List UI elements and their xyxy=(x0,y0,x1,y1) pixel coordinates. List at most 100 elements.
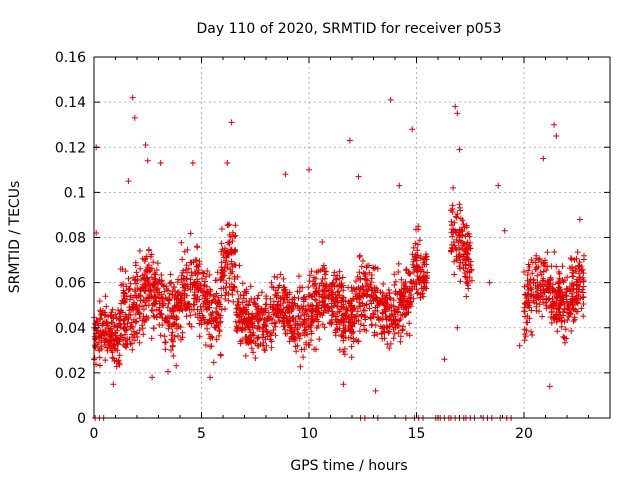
data-point xyxy=(129,346,136,353)
data-point xyxy=(235,295,242,302)
data-point xyxy=(233,305,240,312)
y-tick-label: 0.04 xyxy=(55,321,86,337)
data-point xyxy=(182,285,189,292)
data-point xyxy=(172,288,179,295)
data-point xyxy=(120,297,127,304)
data-point xyxy=(181,281,187,288)
data-point xyxy=(276,282,283,289)
data-point xyxy=(184,304,191,311)
data-point xyxy=(144,157,151,164)
data-point xyxy=(185,265,192,272)
data-point xyxy=(527,276,534,283)
data-point xyxy=(347,334,354,341)
data-point xyxy=(175,332,181,339)
data-point xyxy=(186,321,193,328)
data-point xyxy=(279,309,286,316)
data-point xyxy=(150,325,157,332)
data-point xyxy=(288,307,295,314)
data-point xyxy=(243,288,250,295)
data-point xyxy=(354,273,361,280)
data-point xyxy=(454,211,461,217)
data-point xyxy=(311,296,318,303)
data-point xyxy=(558,317,565,324)
data-point xyxy=(400,282,407,289)
data-point xyxy=(122,268,129,275)
data-point xyxy=(331,302,338,309)
data-point xyxy=(372,264,379,271)
data-point xyxy=(403,330,410,337)
data-point xyxy=(194,271,201,278)
data-point xyxy=(390,335,397,342)
data-point xyxy=(111,358,118,364)
data-point xyxy=(149,307,156,314)
data-point xyxy=(328,319,335,326)
data-point xyxy=(229,238,236,245)
data-point xyxy=(298,312,304,319)
data-point xyxy=(306,306,313,313)
data-point xyxy=(556,309,563,316)
data-point xyxy=(284,294,291,301)
data-point xyxy=(551,121,558,128)
y-tick-label: 0.14 xyxy=(55,95,86,111)
data-point xyxy=(223,280,230,287)
data-point xyxy=(346,319,353,326)
data-point xyxy=(117,313,124,320)
data-point xyxy=(319,321,326,328)
chart-title: Day 110 of 2020, SRMTID for receiver p05… xyxy=(196,21,501,37)
data-point xyxy=(580,313,587,320)
data-point xyxy=(240,295,247,302)
data-point xyxy=(315,318,322,325)
data-point xyxy=(196,296,203,303)
data-point xyxy=(237,325,244,332)
data-point xyxy=(464,254,471,261)
data-point xyxy=(214,269,221,276)
data-point xyxy=(414,290,421,297)
data-point xyxy=(367,314,374,321)
data-point xyxy=(135,293,142,299)
data-point xyxy=(189,160,196,166)
data-point xyxy=(295,295,302,302)
data-point xyxy=(204,325,211,332)
data-point xyxy=(380,324,387,331)
data-point xyxy=(454,324,461,331)
data-point xyxy=(287,322,293,329)
data-point xyxy=(110,342,116,349)
data-point xyxy=(280,296,287,303)
data-point xyxy=(543,295,550,302)
data-point xyxy=(227,247,234,254)
data-point xyxy=(197,282,204,289)
data-point xyxy=(126,304,133,311)
data-point xyxy=(375,314,382,321)
data-point xyxy=(456,226,463,233)
data-point xyxy=(133,280,139,287)
data-point xyxy=(322,271,329,278)
data-point xyxy=(348,354,355,361)
data-point xyxy=(398,286,405,293)
data-point xyxy=(196,333,203,340)
data-point xyxy=(450,184,457,191)
data-point xyxy=(528,328,535,335)
data-point xyxy=(417,294,424,301)
data-point xyxy=(169,329,176,336)
data-point xyxy=(125,178,132,185)
data-point xyxy=(286,291,293,298)
data-point xyxy=(306,272,313,279)
data-point xyxy=(290,318,297,325)
data-point xyxy=(448,248,455,255)
data-point xyxy=(109,306,116,313)
data-point xyxy=(310,282,317,289)
data-point xyxy=(130,316,137,323)
data-point xyxy=(521,326,528,333)
data-point xyxy=(570,295,577,302)
data-point xyxy=(296,273,302,280)
data-point xyxy=(238,326,245,333)
data-point xyxy=(339,294,346,301)
data-point xyxy=(171,333,178,340)
data-point xyxy=(570,269,577,276)
data-point xyxy=(147,253,154,260)
data-point xyxy=(410,258,417,265)
data-point xyxy=(554,328,561,335)
data-point xyxy=(166,280,173,287)
data-point xyxy=(348,343,355,350)
data-point xyxy=(570,318,577,325)
